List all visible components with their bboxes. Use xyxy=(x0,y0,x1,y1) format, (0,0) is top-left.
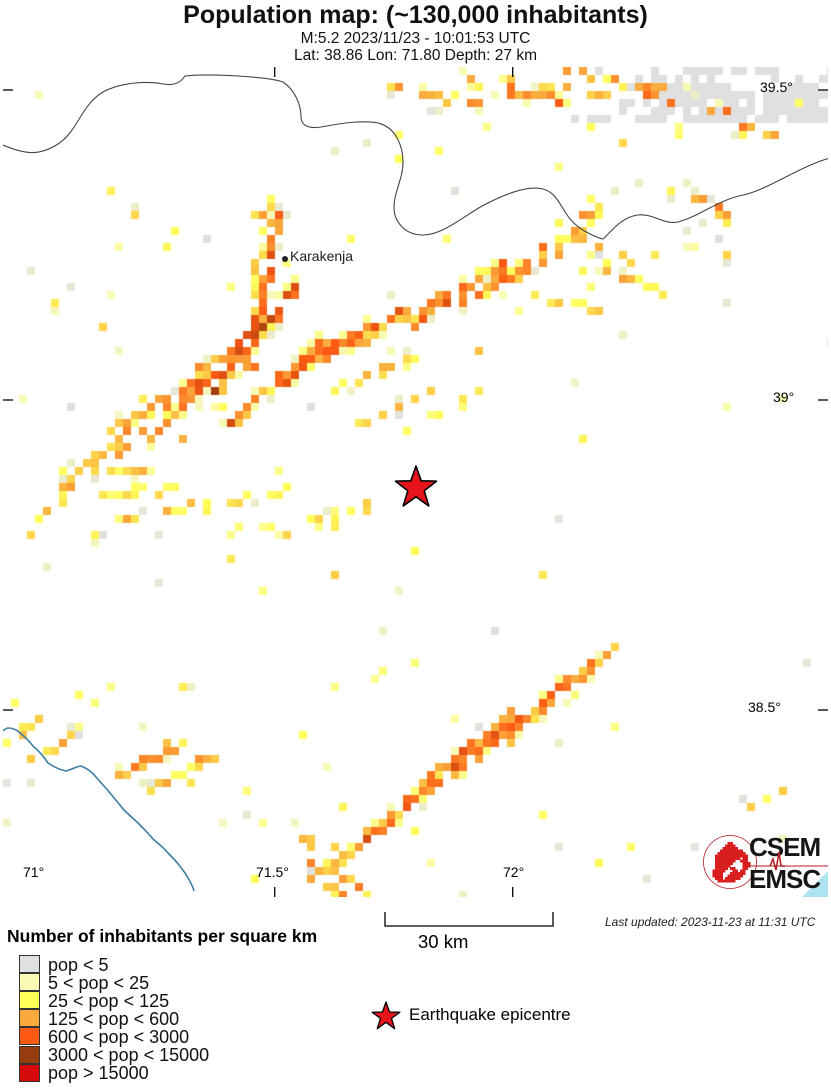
svg-text:CSEM: CSEM xyxy=(749,832,820,862)
svg-text:EMSC: EMSC xyxy=(749,864,821,894)
